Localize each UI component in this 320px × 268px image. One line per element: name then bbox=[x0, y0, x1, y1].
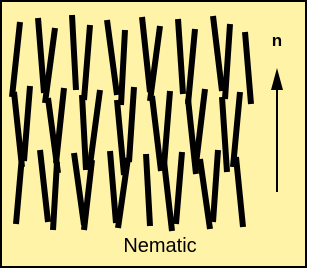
caption: Nematic bbox=[123, 235, 196, 257]
rod bbox=[53, 162, 57, 230]
rod bbox=[121, 30, 125, 105]
nematic-diagram: n Nematic bbox=[0, 0, 307, 268]
page: {"director": {"label": "n"}, "caption": … bbox=[0, 0, 307, 268]
frame bbox=[1, 1, 306, 267]
rod bbox=[82, 95, 86, 170]
director-label: n bbox=[272, 31, 282, 50]
rod bbox=[72, 15, 76, 90]
rod bbox=[146, 154, 150, 226]
